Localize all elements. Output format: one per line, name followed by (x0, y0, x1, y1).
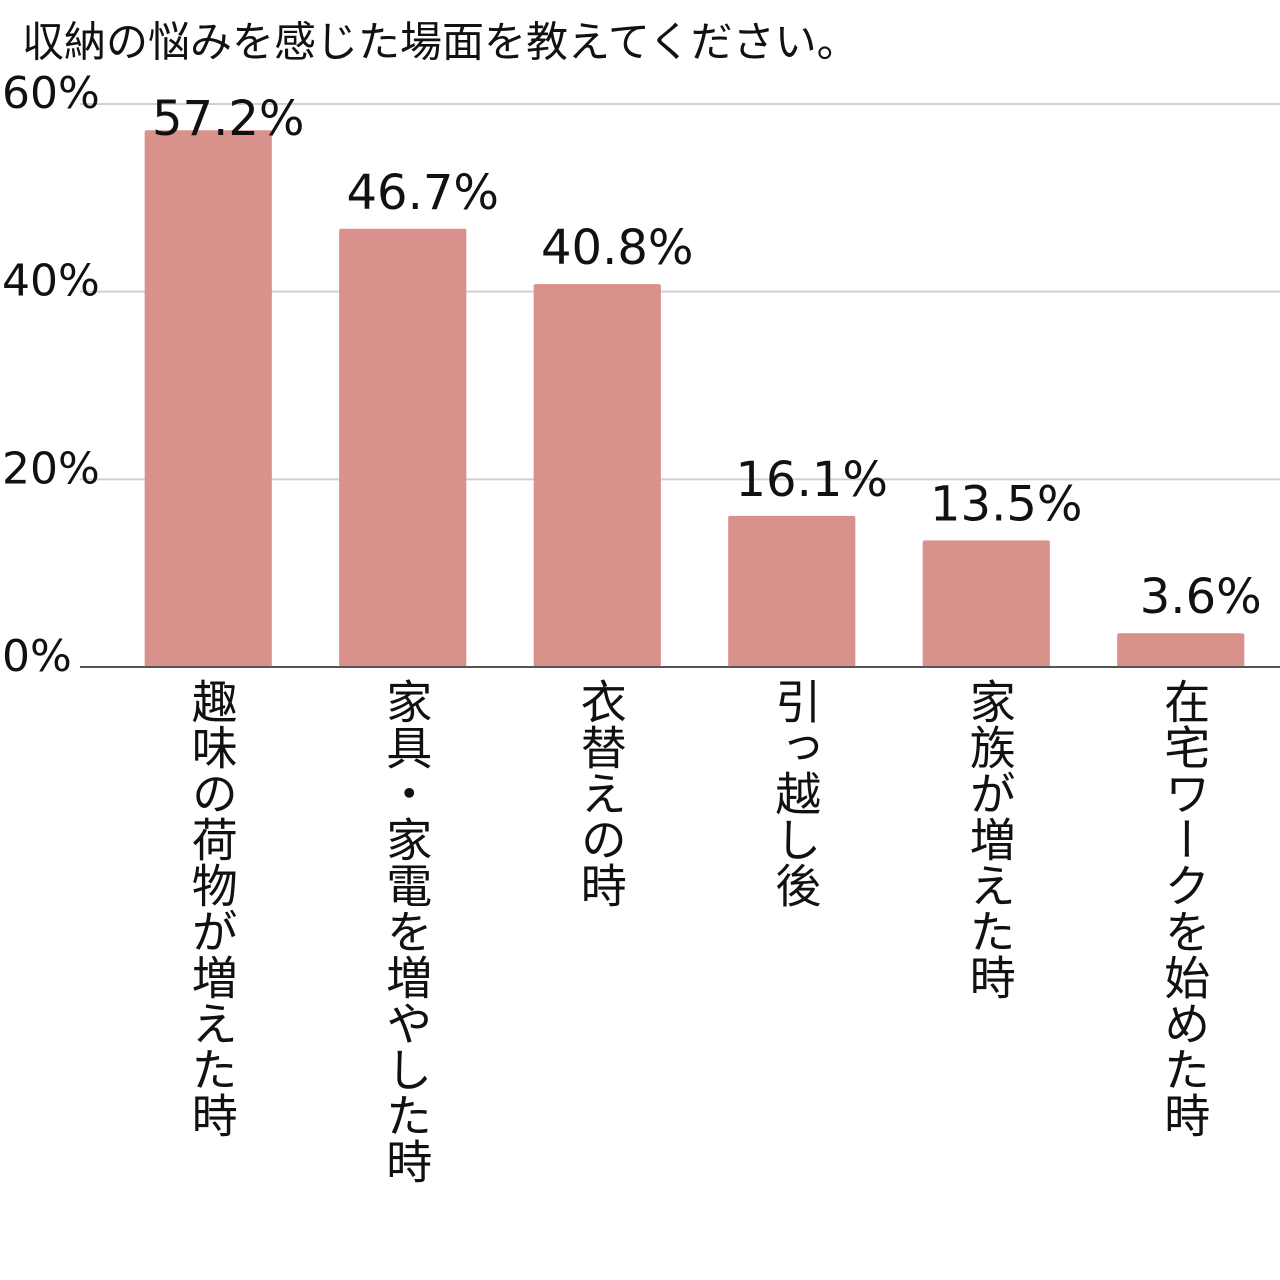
bar (922, 540, 1050, 667)
x-tick-label: 趣味の荷物が増えた時 (185, 678, 239, 1138)
value-label: 16.1% (736, 452, 888, 508)
y-tick-label: 0% (2, 631, 72, 682)
x-tick-label: 引っ越し後 (768, 678, 822, 908)
chart-title: 収納の悩みを感じた場面を教えてください。 (22, 18, 859, 67)
bar (1117, 633, 1245, 667)
x-tick-label: 在宅ワークを始めた時 (1157, 678, 1211, 1138)
value-label: 13.5% (930, 476, 1082, 532)
value-label: 57.2% (152, 91, 304, 147)
y-tick-label: 40% (2, 256, 100, 307)
y-tick-label: 60% (2, 68, 100, 119)
value-label: 46.7% (347, 165, 499, 221)
x-tick-label: 家具・家電を増やした時 (379, 678, 433, 1184)
value-label: 40.8% (541, 220, 693, 276)
bar (144, 130, 272, 668)
x-tick-label: 家族が増えた時 (963, 678, 1017, 1000)
value-label: 3.6% (1140, 569, 1262, 625)
bar (728, 515, 856, 667)
bar (339, 228, 467, 667)
x-tick-label: 衣替えの時 (574, 678, 628, 908)
y-tick-label: 20% (2, 443, 100, 494)
bar (533, 284, 661, 667)
